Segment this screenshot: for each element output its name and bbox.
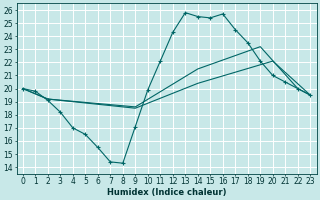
X-axis label: Humidex (Indice chaleur): Humidex (Indice chaleur) [107,188,226,197]
